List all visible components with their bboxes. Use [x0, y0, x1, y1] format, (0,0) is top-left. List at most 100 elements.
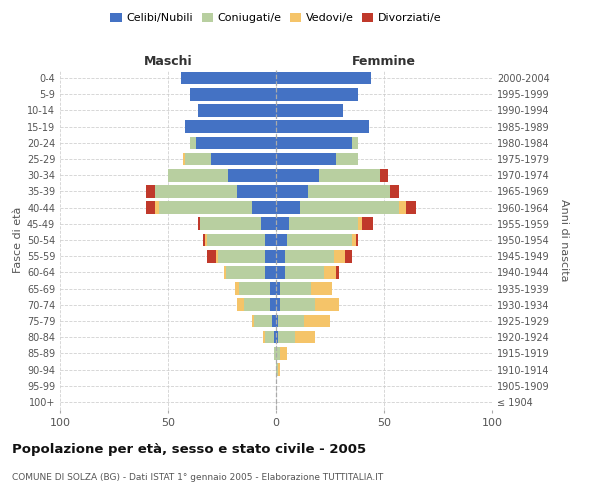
Bar — [205, 234, 207, 246]
Bar — [362, 218, 373, 230]
Bar — [263, 331, 265, 344]
Bar — [244, 298, 269, 311]
Bar — [269, 298, 276, 311]
Bar — [200, 218, 261, 230]
Bar — [356, 234, 358, 246]
Bar — [323, 266, 337, 278]
Bar — [315, 298, 338, 311]
Bar — [155, 202, 160, 214]
Bar — [284, 266, 323, 278]
Bar — [289, 218, 358, 230]
Bar — [276, 266, 284, 278]
Bar — [276, 282, 280, 295]
Bar — [319, 169, 380, 181]
Bar — [276, 136, 352, 149]
Bar — [181, 72, 276, 85]
Bar — [160, 202, 252, 214]
Bar — [239, 282, 269, 295]
Bar — [207, 234, 265, 246]
Bar — [237, 298, 244, 311]
Bar — [276, 152, 337, 166]
Bar — [198, 104, 276, 117]
Bar — [190, 136, 196, 149]
Bar — [261, 218, 276, 230]
Legend: Celibi/Nubili, Coniugati/e, Vedovi/e, Divorziati/e: Celibi/Nubili, Coniugati/e, Vedovi/e, Di… — [106, 8, 446, 28]
Text: Femmine: Femmine — [352, 56, 416, 68]
Bar — [280, 347, 287, 360]
Text: COMUNE DI SOLZA (BG) - Dati ISTAT 1° gennaio 2005 - Elaborazione TUTTITALIA.IT: COMUNE DI SOLZA (BG) - Dati ISTAT 1° gen… — [12, 472, 383, 482]
Bar — [276, 72, 371, 85]
Bar — [190, 88, 276, 101]
Bar — [278, 363, 280, 376]
Bar — [265, 266, 276, 278]
Bar — [345, 250, 352, 262]
Bar — [207, 250, 215, 262]
Bar — [337, 152, 358, 166]
Bar — [272, 314, 276, 328]
Bar — [146, 185, 155, 198]
Bar — [155, 185, 237, 198]
Bar — [265, 234, 276, 246]
Bar — [358, 218, 362, 230]
Bar — [235, 282, 239, 295]
Bar — [337, 266, 338, 278]
Bar — [274, 331, 276, 344]
Bar — [252, 202, 276, 214]
Bar — [198, 218, 200, 230]
Bar — [276, 298, 280, 311]
Bar — [215, 250, 218, 262]
Bar — [391, 185, 399, 198]
Bar — [229, 169, 276, 181]
Bar — [276, 250, 284, 262]
Bar — [252, 314, 254, 328]
Bar — [278, 314, 304, 328]
Bar — [265, 331, 274, 344]
Bar — [265, 250, 276, 262]
Bar — [304, 314, 330, 328]
Bar — [276, 185, 308, 198]
Bar — [237, 185, 276, 198]
Text: Popolazione per età, sesso e stato civile - 2005: Popolazione per età, sesso e stato civil… — [12, 442, 366, 456]
Bar — [185, 120, 276, 133]
Bar — [226, 266, 265, 278]
Bar — [276, 202, 300, 214]
Bar — [276, 88, 358, 101]
Bar — [276, 169, 319, 181]
Bar — [295, 331, 315, 344]
Bar — [280, 298, 315, 311]
Bar — [276, 314, 278, 328]
Bar — [276, 347, 280, 360]
Bar — [276, 218, 289, 230]
Bar — [406, 202, 416, 214]
Bar — [276, 120, 369, 133]
Bar — [308, 185, 391, 198]
Bar — [352, 234, 356, 246]
Bar — [224, 266, 226, 278]
Bar — [276, 234, 287, 246]
Bar — [287, 234, 352, 246]
Bar — [278, 331, 295, 344]
Bar — [168, 169, 229, 181]
Bar — [269, 282, 276, 295]
Bar — [280, 282, 311, 295]
Y-axis label: Fasce di età: Fasce di età — [13, 207, 23, 273]
Bar — [254, 314, 272, 328]
Bar — [218, 250, 265, 262]
Bar — [300, 202, 399, 214]
Bar — [284, 250, 334, 262]
Bar — [380, 169, 388, 181]
Bar — [276, 363, 278, 376]
Y-axis label: Anni di nascita: Anni di nascita — [559, 198, 569, 281]
Bar — [196, 136, 276, 149]
Bar — [185, 152, 211, 166]
Bar — [276, 104, 343, 117]
Bar — [146, 202, 155, 214]
Bar — [274, 347, 276, 360]
Bar — [276, 331, 278, 344]
Bar — [203, 234, 205, 246]
Bar — [334, 250, 345, 262]
Bar — [183, 152, 185, 166]
Bar — [399, 202, 406, 214]
Text: Maschi: Maschi — [143, 56, 193, 68]
Bar — [311, 282, 332, 295]
